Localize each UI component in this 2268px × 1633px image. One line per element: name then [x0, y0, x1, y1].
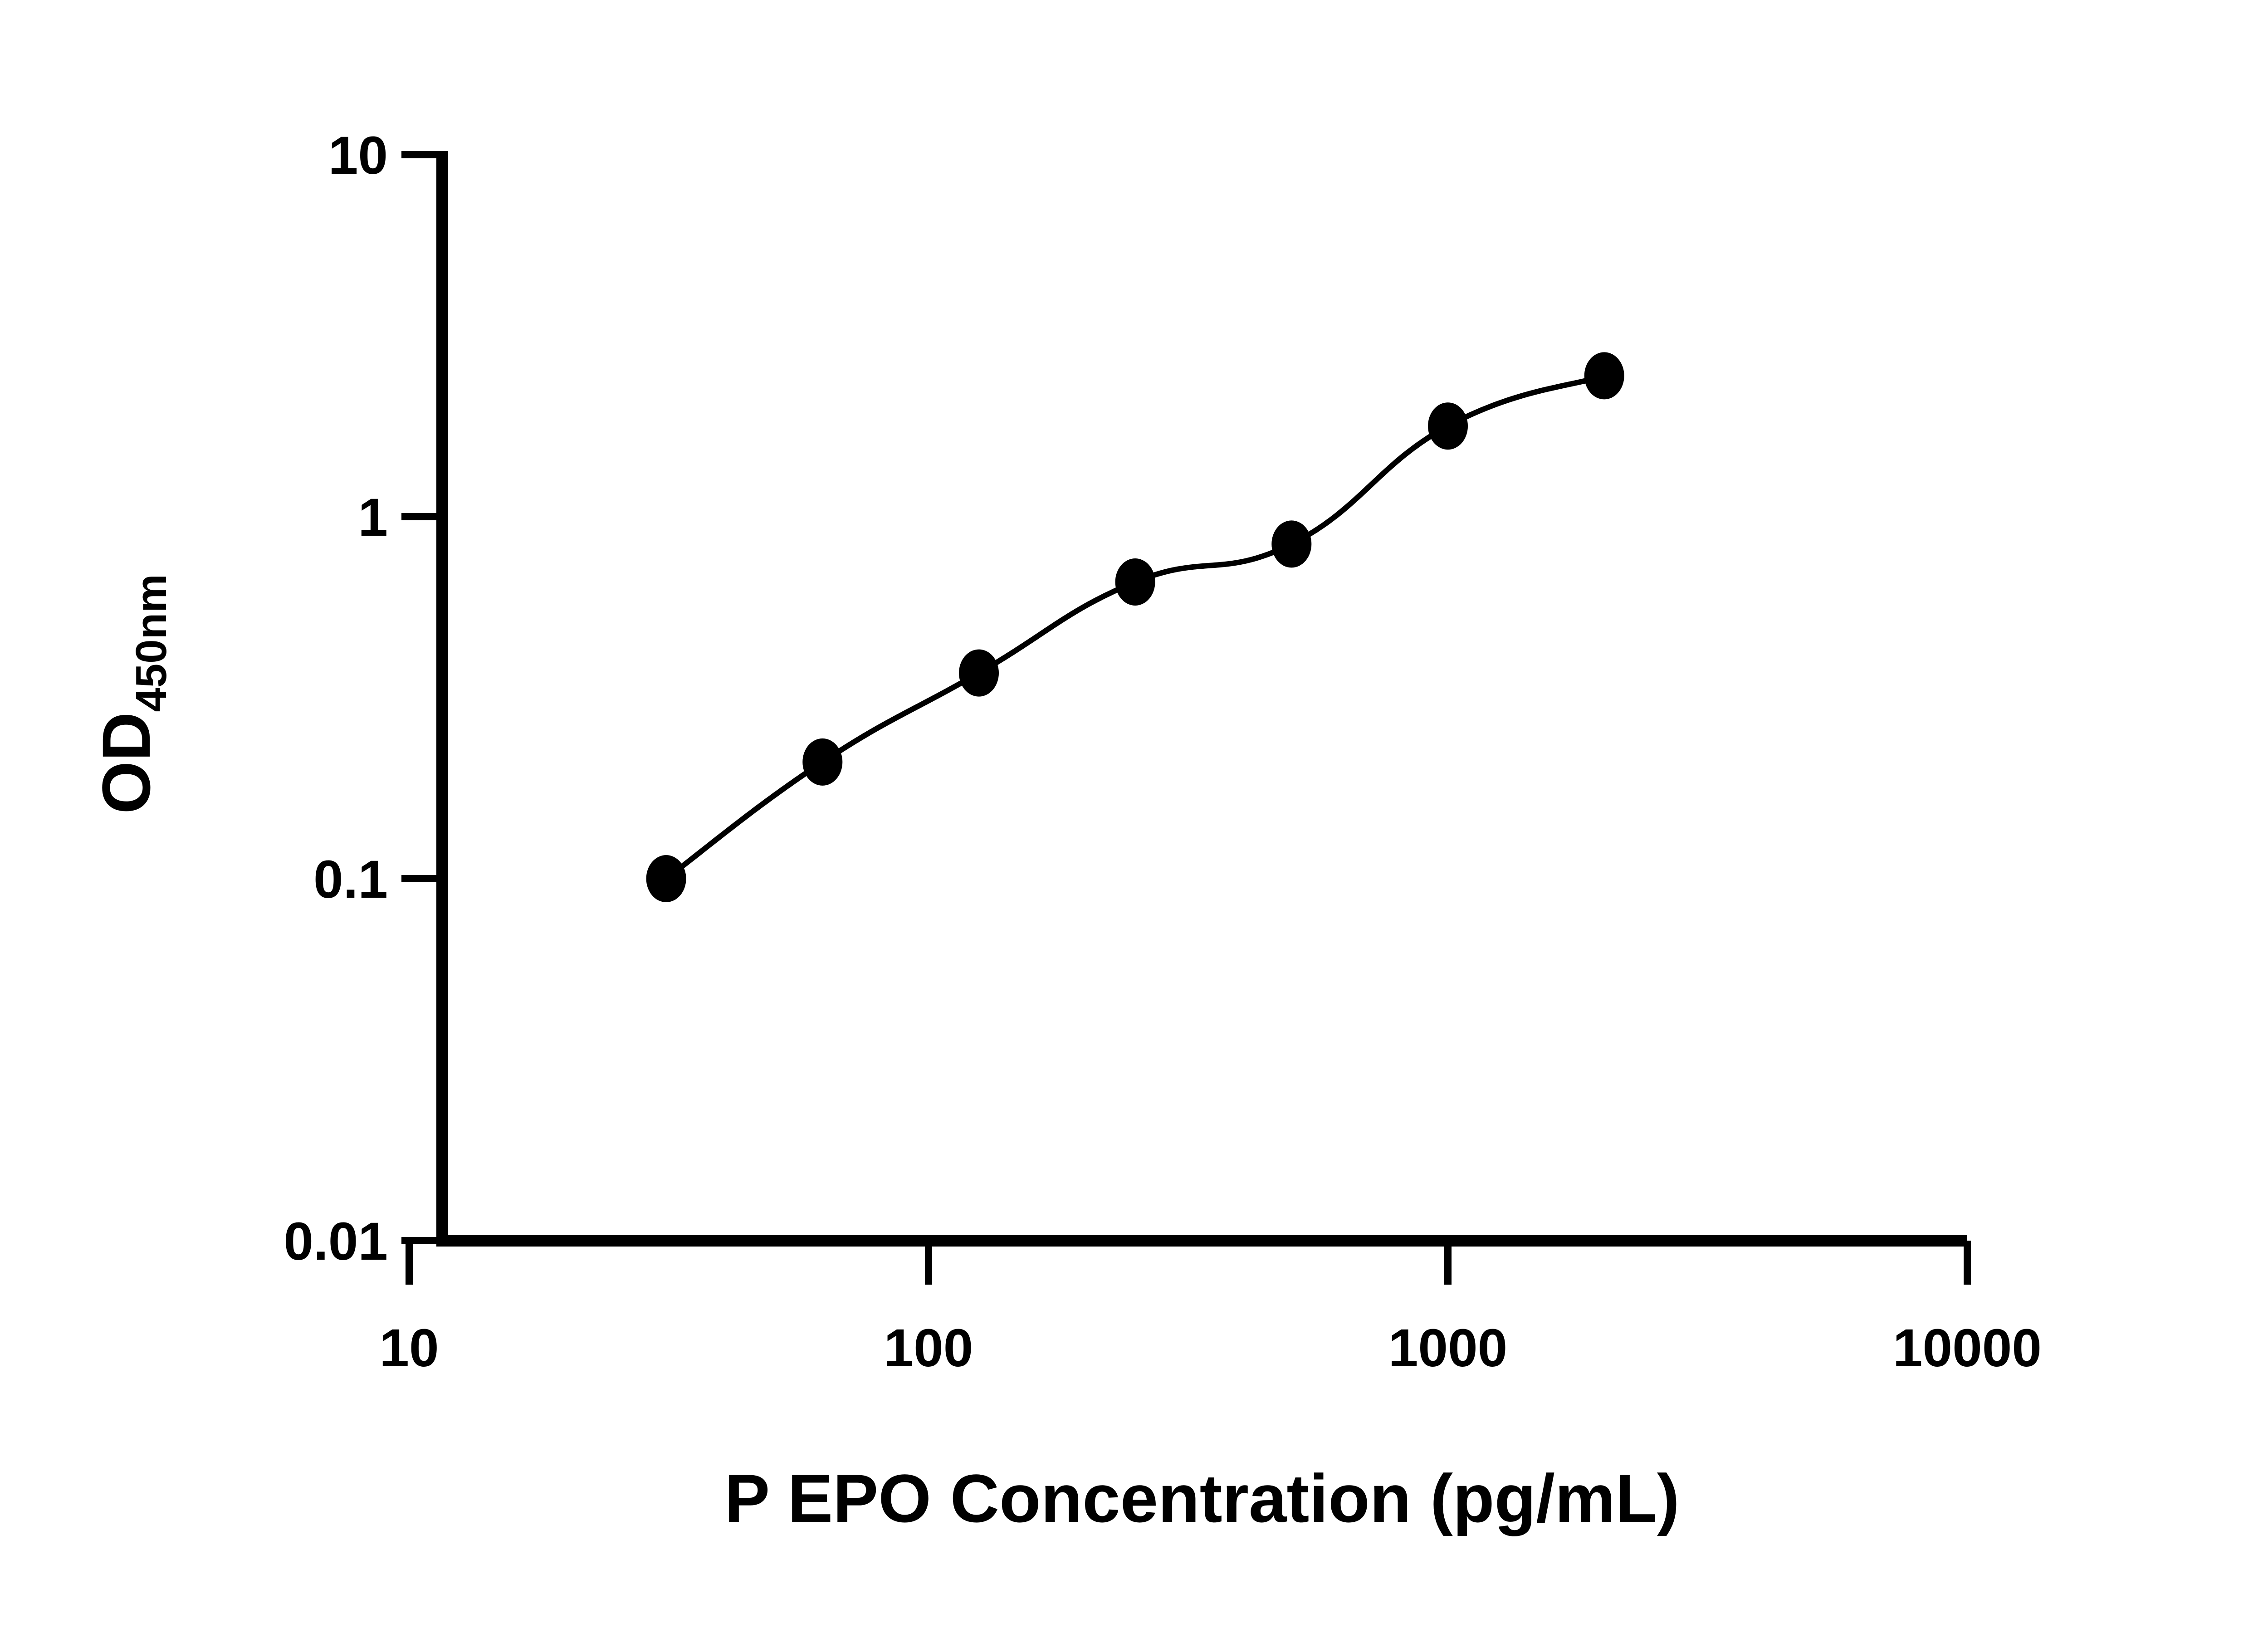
data-point	[646, 855, 686, 902]
x-tick-label-100: 100	[884, 1318, 973, 1378]
y-axis-title-subscript: 450nm	[127, 574, 176, 712]
y-axis-tick-labels: 10 1 0.1 0.01	[284, 126, 388, 1271]
data-point	[1428, 402, 1468, 450]
y-tick-label-0-1: 0.1	[313, 850, 388, 909]
data-point-group	[646, 352, 1624, 902]
x-axis: 10 100 1000 10000 P EPO Concentration (p…	[379, 1235, 2042, 1536]
y-tick-label-1: 1	[358, 488, 388, 548]
data-point	[959, 649, 999, 697]
x-axis-tick-labels: 10 100 1000 10000	[379, 1318, 2042, 1378]
x-tick-label-10000: 10000	[1893, 1318, 2042, 1378]
data-point	[802, 738, 843, 786]
x-axis-ticks	[406, 1241, 1971, 1285]
x-tick-label-10: 10	[379, 1318, 439, 1378]
y-axis-title-main: OD	[88, 712, 164, 814]
y-tick-label-0-01: 0.01	[284, 1212, 388, 1271]
x-axis-title: P EPO Concentration (pg/mL)	[724, 1460, 1680, 1536]
data-point	[1115, 558, 1155, 606]
y-axis: 10 1 0.1 0.01 OD450nm	[88, 126, 448, 1271]
x-tick-label-1000: 1000	[1388, 1318, 1508, 1378]
y-axis-title: OD450nm	[88, 574, 176, 814]
data-point	[1584, 352, 1624, 400]
data-point	[1271, 520, 1312, 568]
y-tick-label-10: 10	[328, 126, 388, 186]
y-axis-title-text: OD450nm	[88, 574, 176, 814]
